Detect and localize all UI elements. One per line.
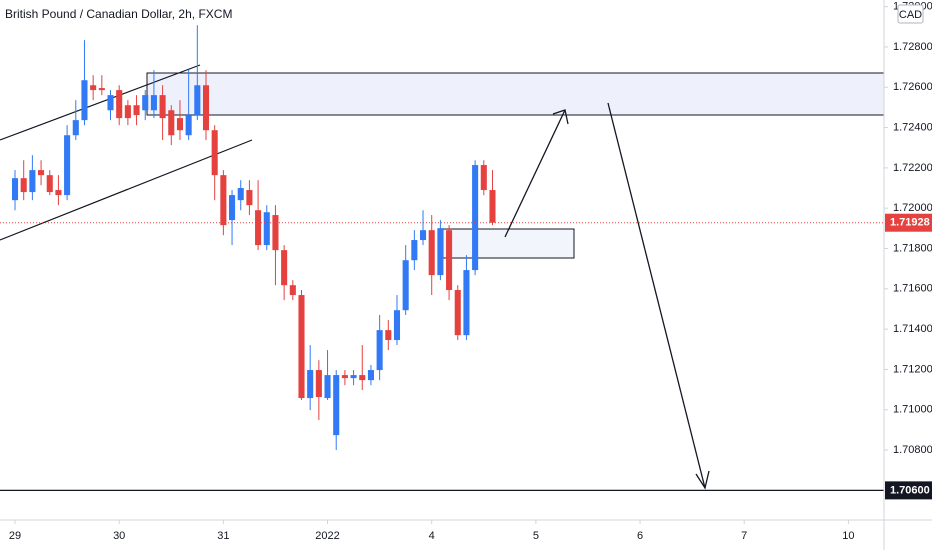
candle-body xyxy=(385,330,392,341)
y-tick-label: 1.72200 xyxy=(893,162,932,174)
last-price-label: 1.71928 xyxy=(890,217,930,229)
candle-body xyxy=(289,285,296,296)
candle-body xyxy=(402,260,409,311)
y-tick-label: 1.72000 xyxy=(893,202,932,214)
level-label: 1.70600 xyxy=(890,484,930,496)
candle-body xyxy=(220,175,227,226)
y-tick-label: 1.71600 xyxy=(893,283,932,295)
x-tick-label: 30 xyxy=(113,530,125,542)
candle-body xyxy=(124,105,131,119)
candle-body xyxy=(202,85,210,131)
candle-body xyxy=(480,165,487,191)
arrow-up xyxy=(504,109,569,238)
y-tick-label: 1.71200 xyxy=(893,363,932,375)
candle-body xyxy=(472,165,479,271)
candle-body xyxy=(176,118,183,131)
candle-body xyxy=(315,370,322,398)
candle-body xyxy=(107,95,114,111)
candle-body xyxy=(307,370,314,399)
candle-body xyxy=(211,130,218,176)
y-tick-label: 1.71400 xyxy=(893,323,932,335)
candle-body xyxy=(376,330,383,371)
arrow-line xyxy=(504,109,566,238)
candle-body xyxy=(116,90,123,119)
candle-body xyxy=(159,95,166,119)
candle-body xyxy=(359,375,366,381)
candle-body xyxy=(72,120,79,136)
x-tick-label: 2022 xyxy=(315,530,339,542)
candle-body xyxy=(133,105,140,116)
candle-body xyxy=(29,170,36,193)
y-tick-label: 1.72600 xyxy=(893,81,932,93)
candle-body xyxy=(350,375,357,379)
x-tick-label: 4 xyxy=(429,530,435,542)
arrow-head xyxy=(552,109,569,125)
currency-box xyxy=(897,4,924,24)
chart-title: British Pound / Canadian Dollar, 2h, FXC… xyxy=(5,7,232,21)
candle-body xyxy=(38,170,45,176)
candle-body xyxy=(281,250,288,286)
candle-body xyxy=(20,178,27,193)
candle-body xyxy=(272,215,279,251)
x-tick-label: 29 xyxy=(9,530,21,542)
x-tick-label: 5 xyxy=(533,530,539,542)
candle-body xyxy=(55,190,62,196)
candle-body xyxy=(263,212,270,246)
candle-body xyxy=(324,375,331,399)
supply-zone xyxy=(146,72,885,116)
candle-body xyxy=(90,85,97,91)
candle-body xyxy=(98,88,105,91)
candle-body xyxy=(393,310,401,341)
candle-body xyxy=(46,175,53,193)
candle-body xyxy=(194,85,201,116)
y-tick-label: 1.72400 xyxy=(893,121,932,133)
y-tick-label: 1.72800 xyxy=(893,41,932,53)
y-tick-label: 1.71000 xyxy=(893,404,932,416)
axes: 1.70800 1.71000 1.71200 1.71400 1.71600 1.718… xyxy=(9,1,932,542)
candle-body xyxy=(428,230,435,276)
candle-body xyxy=(64,135,71,196)
y-tick-label: 1.70800 xyxy=(893,444,932,456)
level-box xyxy=(885,481,932,500)
x-tick-label: 10 xyxy=(842,530,854,542)
candle-body xyxy=(341,375,348,379)
last-price-box xyxy=(885,213,932,232)
channel-upper xyxy=(0,64,201,141)
candle-body xyxy=(454,290,461,336)
candle-body xyxy=(411,240,418,261)
candle-body xyxy=(150,95,157,111)
x-tick-label: 31 xyxy=(217,530,229,542)
candle-body xyxy=(168,110,175,136)
candle-body xyxy=(237,188,244,201)
arrow-head xyxy=(695,470,710,490)
candle-body xyxy=(446,230,453,291)
candle-body xyxy=(489,190,496,223)
candle-body xyxy=(333,375,340,436)
candle-body xyxy=(255,210,262,246)
arrow-line xyxy=(607,102,706,489)
y-tick-label: 1.71800 xyxy=(893,242,932,254)
currency: CAD xyxy=(899,9,922,21)
candle-body xyxy=(419,230,427,241)
candle-body xyxy=(463,270,470,336)
arrow-down xyxy=(607,102,710,490)
candle-body xyxy=(142,95,149,111)
candle-body xyxy=(81,80,88,121)
candle-body xyxy=(298,295,305,399)
candle-body xyxy=(229,195,236,221)
x-tick-label: 7 xyxy=(741,530,747,542)
candle-body xyxy=(367,370,374,381)
demand-zone xyxy=(442,228,575,259)
x-tick-label: 6 xyxy=(637,530,643,542)
marks xyxy=(0,25,884,492)
candle-body xyxy=(437,228,444,276)
channel-lower xyxy=(0,139,253,241)
candle-body xyxy=(246,190,253,206)
candle-body xyxy=(11,178,19,201)
candle-body xyxy=(185,115,192,136)
